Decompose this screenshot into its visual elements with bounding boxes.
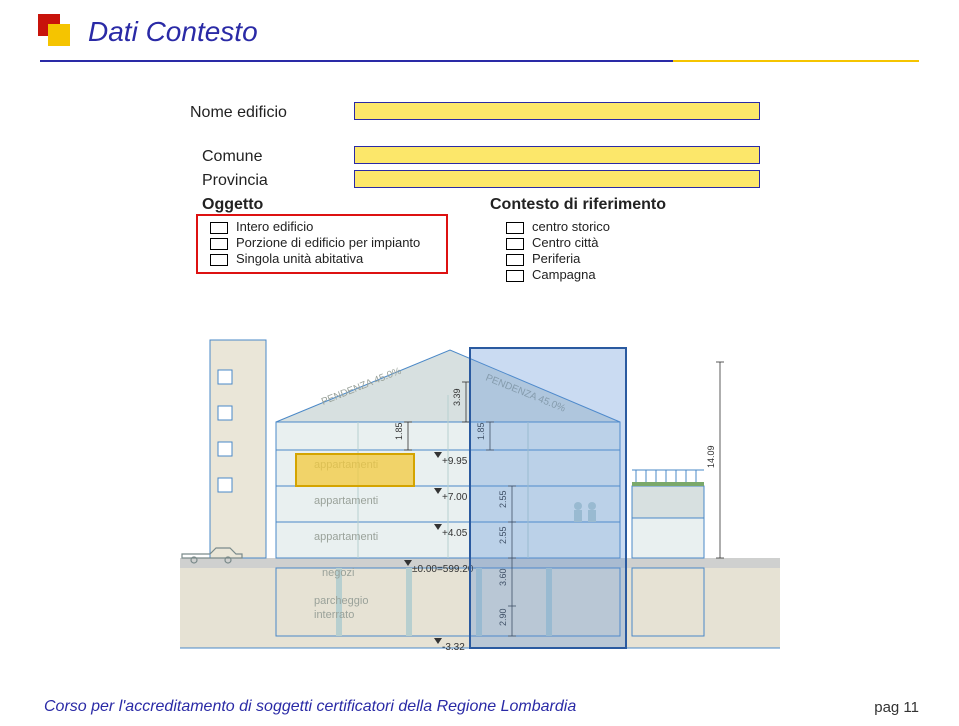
- checkbox-campagna[interactable]: [506, 270, 524, 282]
- opt-centro-storico: centro storico: [532, 219, 610, 234]
- label-oggetto: Oggetto: [202, 196, 263, 214]
- elev-7-00: +7.00: [442, 492, 468, 503]
- checkbox-centro-storico[interactable]: [506, 222, 524, 234]
- label-provincia: Provincia: [202, 172, 268, 190]
- checkbox-singola[interactable]: [210, 254, 228, 266]
- footer-text: Corso per l'accreditamento di soggetti c…: [44, 698, 576, 716]
- elev-0-00: ±0.00=599.20: [412, 564, 474, 575]
- checkbox-intero-edificio[interactable]: [210, 222, 228, 234]
- opt-intero-edificio: Intero edificio: [236, 219, 313, 234]
- label-comune: Comune: [202, 148, 262, 166]
- opt-campagna: Campagna: [532, 267, 596, 282]
- elev-9-95: +9.95: [442, 456, 468, 467]
- floor-label-2: appartamenti: [314, 495, 378, 507]
- logo-squares: [38, 14, 70, 46]
- opt-singola: Singola unità abitativa: [236, 251, 363, 266]
- dim-3-39: 3.39: [452, 388, 462, 406]
- title-rule: [40, 60, 919, 62]
- opt-periferia: Periferia: [532, 251, 580, 266]
- building-section-diagram: PENDENZA 45.0% PENDENZA 45.0% appartamen…: [180, 310, 780, 680]
- opt-porzione: Porzione di edificio per impianto: [236, 235, 420, 250]
- input-nome-edificio[interactable]: [354, 102, 760, 120]
- input-provincia[interactable]: [354, 170, 760, 188]
- checkbox-periferia[interactable]: [506, 254, 524, 266]
- checkbox-centro-citta[interactable]: [506, 238, 524, 250]
- label-contesto-rif: Contesto di riferimento: [490, 196, 666, 214]
- dim-1-85b: 1.85: [394, 422, 404, 440]
- label-nome-edificio: Nome edificio: [190, 104, 287, 122]
- diagram-svg: PENDENZA 45.0% PENDENZA 45.0% appartamen…: [180, 310, 780, 680]
- floor-label-5: parcheggio: [314, 595, 368, 607]
- floor-label-6: interrato: [314, 609, 354, 621]
- page-number: pag 11: [874, 699, 919, 716]
- page-title: Dati Contesto: [88, 16, 258, 48]
- checkbox-porzione[interactable]: [210, 238, 228, 250]
- input-comune[interactable]: [354, 146, 760, 164]
- floor-label-4: negozi: [322, 567, 354, 579]
- opt-centro-citta: Centro città: [532, 235, 598, 250]
- highlight-apartment: [296, 454, 414, 486]
- elev-basement: -3.32: [442, 642, 465, 653]
- floor-label-3: appartamenti: [314, 531, 378, 543]
- highlight-blue-overlay: [470, 348, 626, 648]
- dim-14-09: 14.09: [706, 445, 716, 468]
- elev-4-05: +4.05: [442, 528, 468, 539]
